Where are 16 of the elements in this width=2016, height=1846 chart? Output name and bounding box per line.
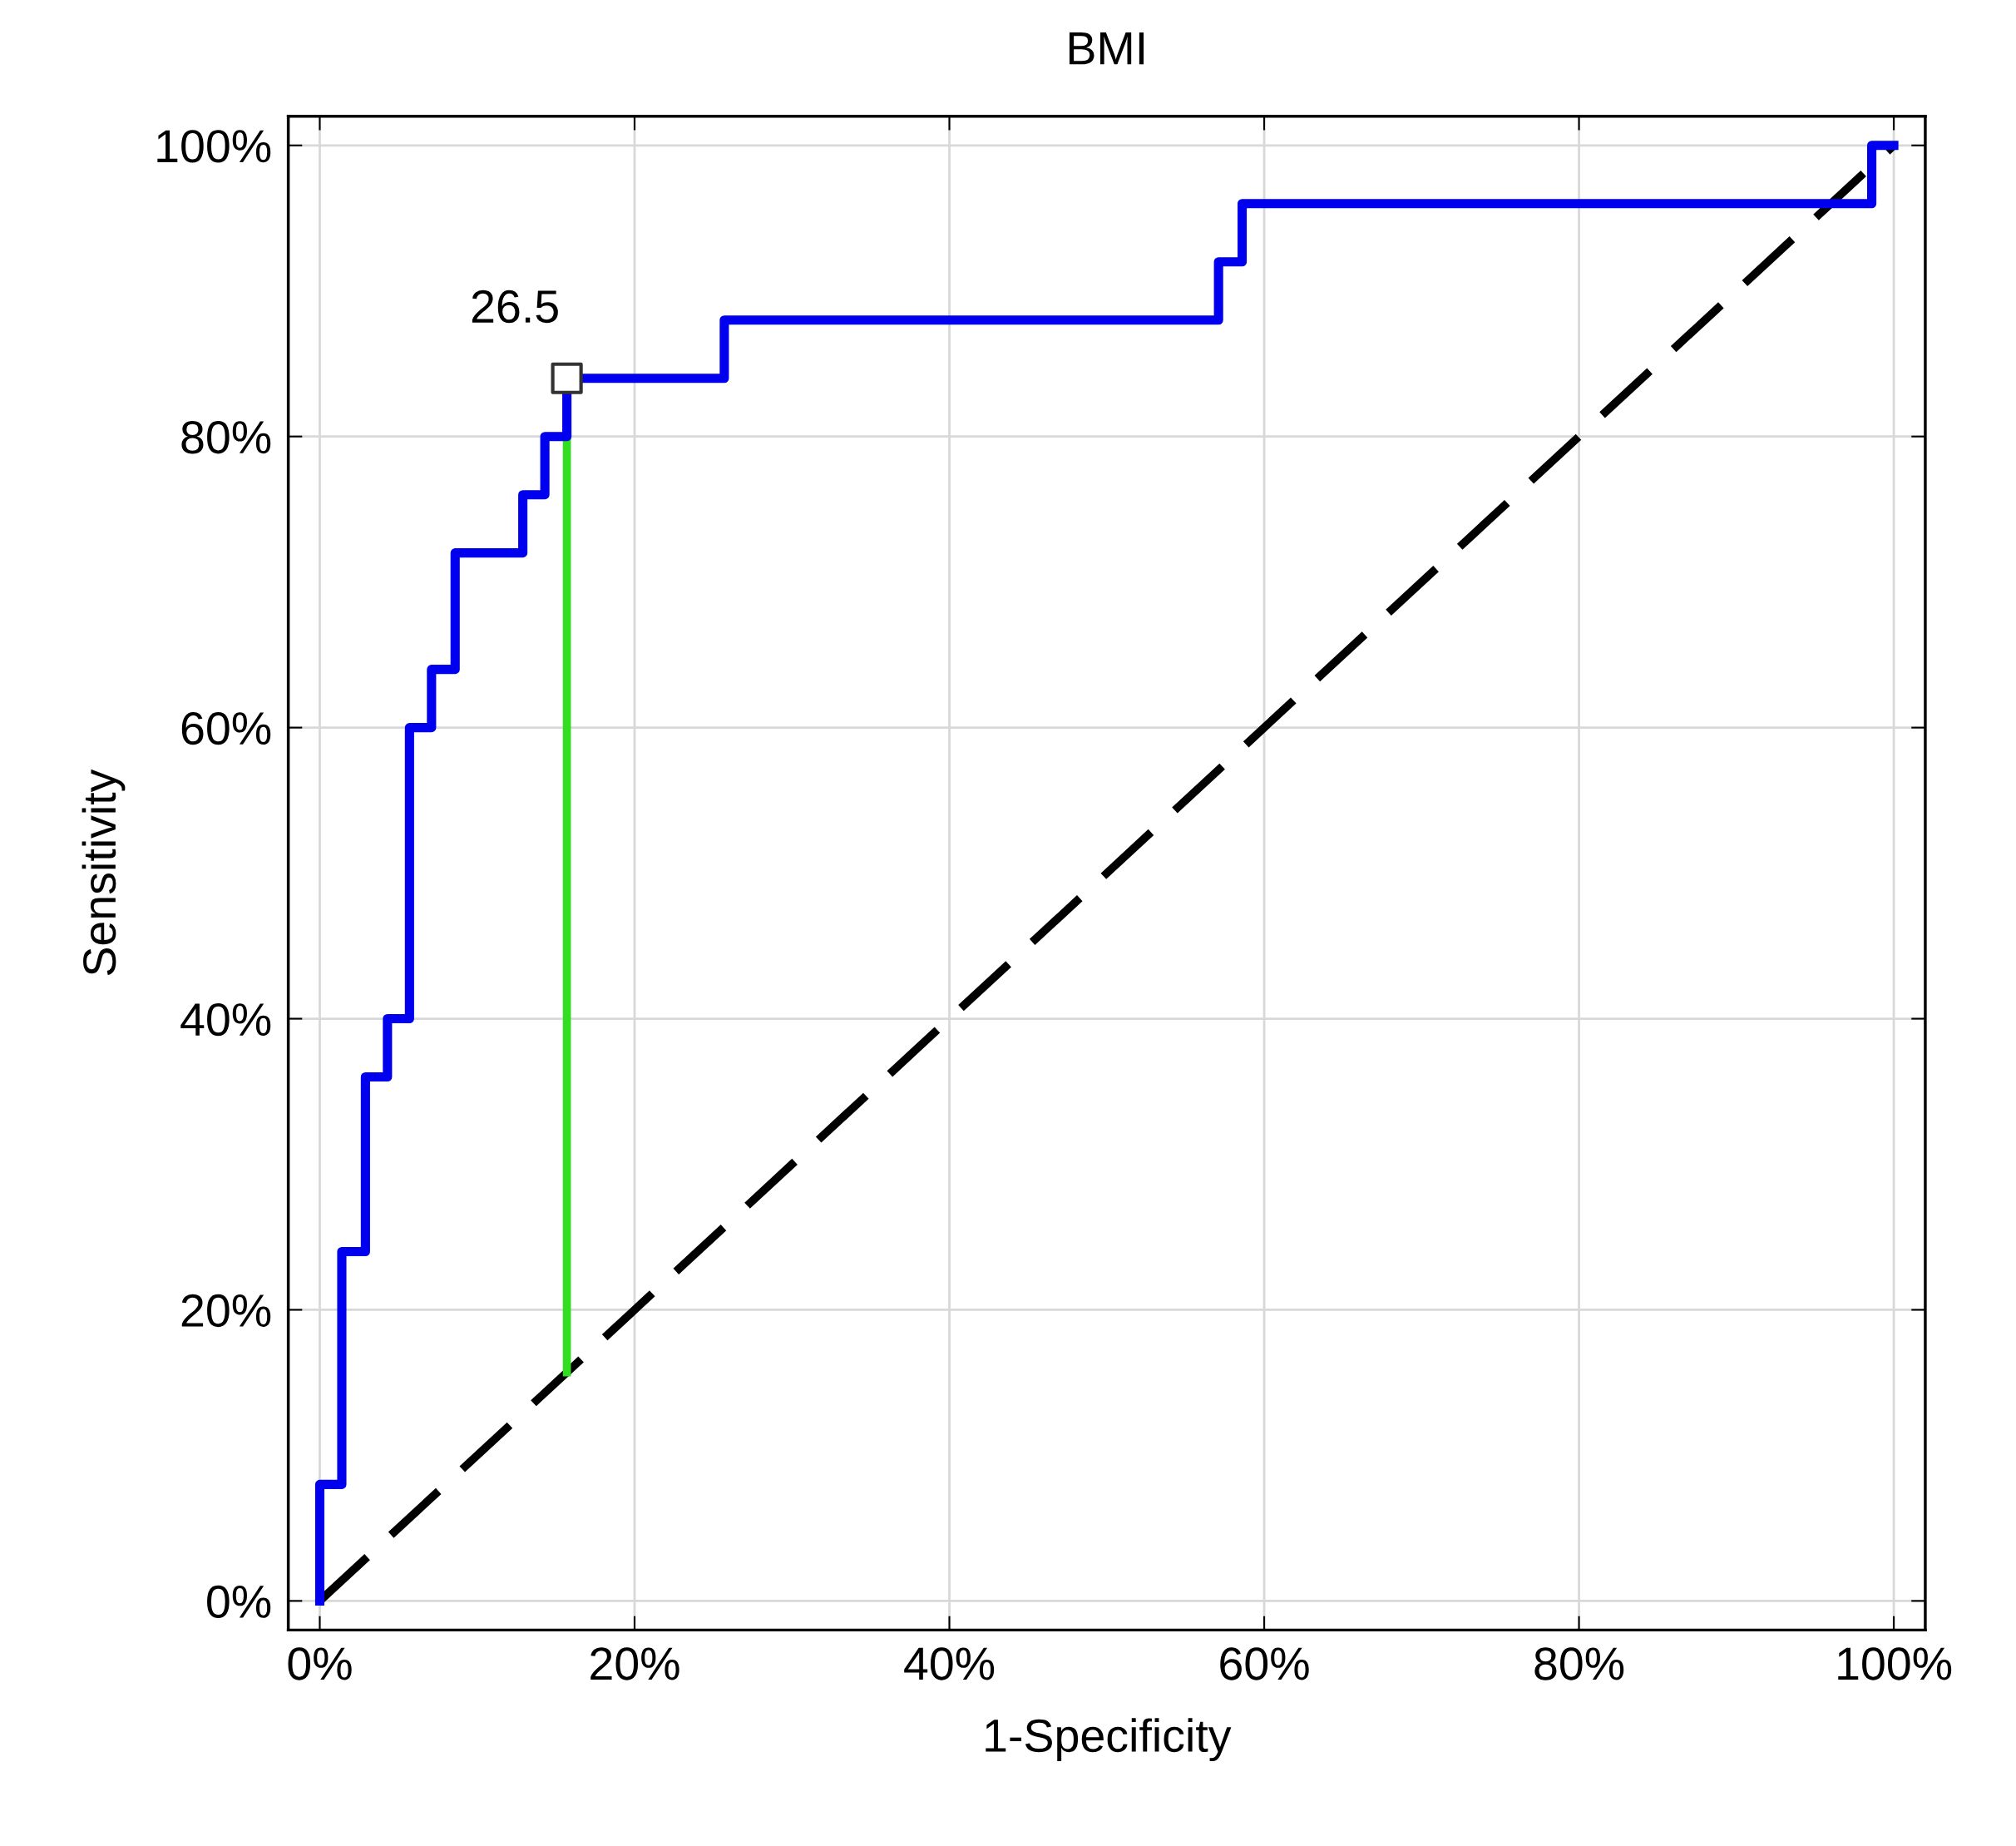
x-tick-label: 0% xyxy=(288,1647,352,1680)
y-tick-label: 40% xyxy=(180,1002,271,1037)
x-tick-label: 80% xyxy=(1534,1647,1624,1680)
y-tick-label: 0% xyxy=(207,1585,271,1619)
y-tick-label: 100% xyxy=(157,130,271,163)
x-tick-label: 60% xyxy=(1220,1647,1309,1680)
annotation: 26.5 xyxy=(472,290,558,324)
y-axis-title: Sensitivity xyxy=(82,769,126,976)
y-tick-label: 20% xyxy=(181,1294,271,1328)
y-tick-label: 60% xyxy=(181,711,271,745)
chart-title: BMI xyxy=(1069,32,1144,65)
x-axis-title: 1-Specificity xyxy=(986,1718,1232,1762)
y-tick-label: 80% xyxy=(181,421,271,454)
x-tick-label: 40% xyxy=(904,1647,995,1680)
x-tick-label: 20% xyxy=(590,1647,679,1680)
x-tick-label: 100% xyxy=(1838,1647,1952,1680)
